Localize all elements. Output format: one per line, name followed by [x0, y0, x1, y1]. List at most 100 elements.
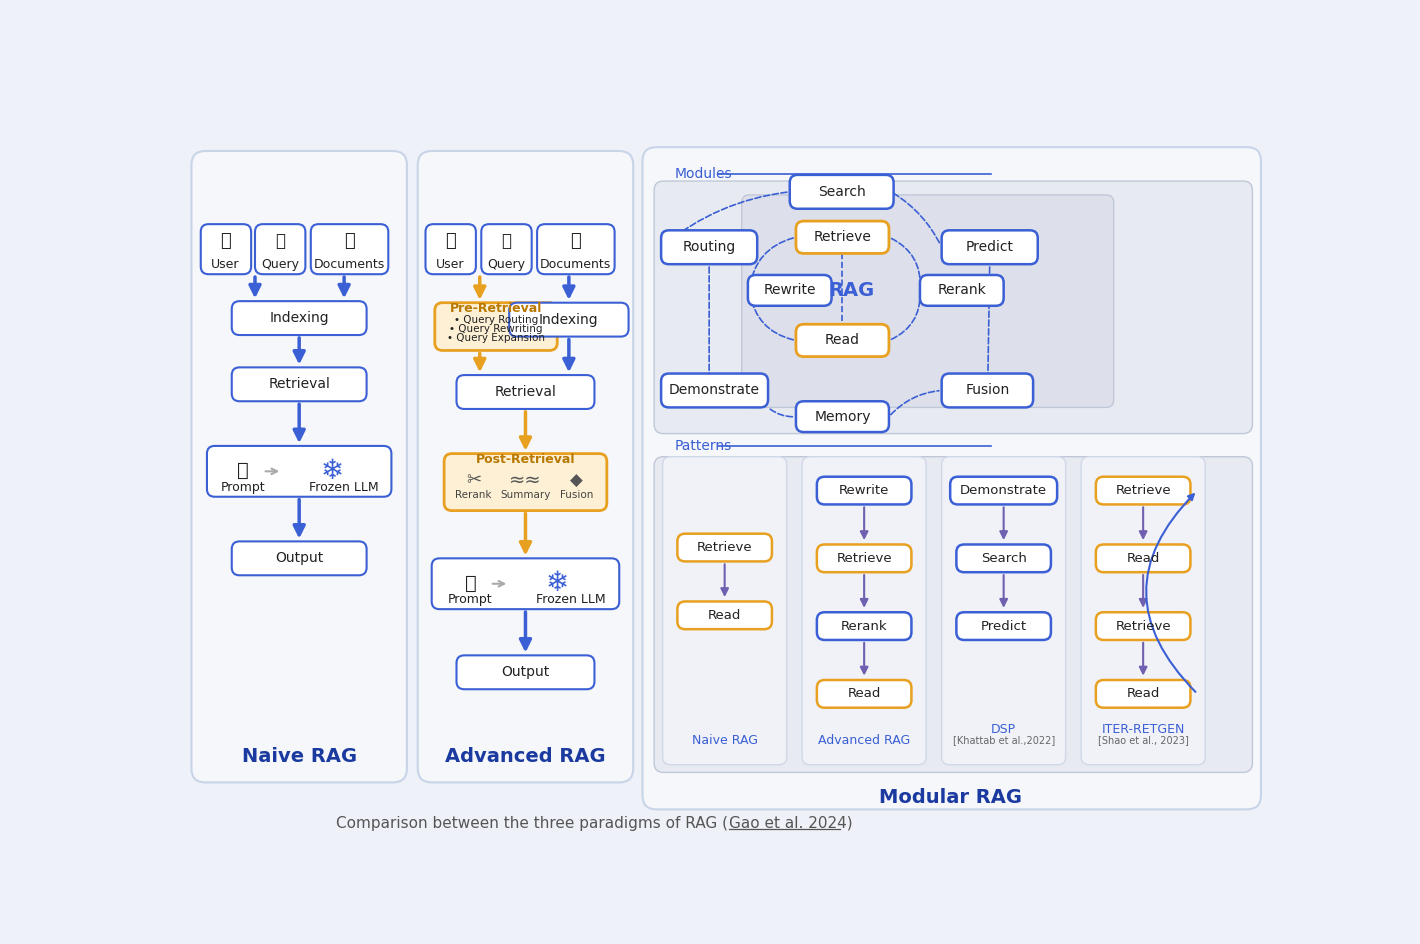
FancyBboxPatch shape [677, 601, 772, 630]
Text: Read: Read [1126, 552, 1160, 565]
Text: Advanced RAG: Advanced RAG [818, 733, 910, 747]
FancyBboxPatch shape [957, 545, 1051, 572]
Text: • Query Routing: • Query Routing [454, 314, 538, 325]
Text: User: User [436, 258, 464, 271]
FancyBboxPatch shape [941, 457, 1065, 765]
Text: User: User [212, 258, 240, 271]
Text: Retrieval: Retrieval [494, 385, 557, 399]
Text: Retrieve: Retrieve [814, 230, 872, 244]
Text: Demonstrate: Demonstrate [669, 383, 760, 397]
Text: ◆: ◆ [571, 472, 584, 490]
Text: Read: Read [848, 687, 880, 700]
Text: Predict: Predict [981, 619, 1027, 632]
FancyBboxPatch shape [677, 533, 772, 562]
Text: Post-Retrieval: Post-Retrieval [476, 453, 575, 466]
Text: 📄: 📄 [344, 232, 355, 250]
Text: Retrieve: Retrieve [1115, 619, 1172, 632]
FancyBboxPatch shape [950, 477, 1056, 504]
Text: Predict: Predict [966, 241, 1014, 254]
FancyBboxPatch shape [432, 558, 619, 609]
Text: ❄: ❄ [321, 457, 344, 484]
Text: Patterns: Patterns [674, 439, 733, 453]
Text: Frozen LLM: Frozen LLM [535, 594, 605, 606]
Text: Prompt: Prompt [222, 481, 266, 494]
Text: Search: Search [981, 552, 1027, 565]
FancyBboxPatch shape [1096, 680, 1190, 708]
FancyBboxPatch shape [231, 367, 366, 401]
Text: Query: Query [261, 258, 298, 271]
Text: Search: Search [818, 185, 866, 199]
FancyBboxPatch shape [920, 275, 1004, 306]
Text: • Query Expansion: • Query Expansion [447, 333, 545, 343]
Text: Documents: Documents [540, 258, 612, 271]
Text: 👤: 👤 [220, 232, 231, 250]
FancyBboxPatch shape [941, 374, 1034, 408]
FancyBboxPatch shape [426, 224, 476, 274]
FancyBboxPatch shape [748, 275, 832, 306]
FancyBboxPatch shape [797, 221, 889, 253]
Text: Documents: Documents [314, 258, 385, 271]
FancyBboxPatch shape [200, 224, 251, 274]
Text: Retrieve: Retrieve [697, 541, 753, 554]
Text: Fusion: Fusion [559, 490, 594, 500]
Text: Rerank: Rerank [937, 283, 985, 297]
Text: Rerank: Rerank [841, 619, 888, 632]
Text: • Query Rewriting: • Query Rewriting [449, 324, 542, 334]
Text: Pre-Retrieval: Pre-Retrieval [450, 302, 542, 315]
FancyBboxPatch shape [537, 224, 615, 274]
FancyBboxPatch shape [456, 655, 595, 689]
FancyBboxPatch shape [311, 224, 388, 274]
Text: Demonstrate: Demonstrate [960, 484, 1047, 497]
Text: [Shao et al., 2023]: [Shao et al., 2023] [1098, 735, 1189, 745]
FancyBboxPatch shape [207, 446, 392, 497]
FancyBboxPatch shape [510, 303, 629, 337]
Text: Modular RAG: Modular RAG [879, 787, 1022, 806]
Text: 📋: 📋 [501, 232, 511, 250]
Text: Advanced RAG: Advanced RAG [444, 748, 606, 767]
Text: Rewrite: Rewrite [839, 484, 889, 497]
Text: Memory: Memory [814, 410, 870, 424]
Text: Retrieve: Retrieve [836, 552, 892, 565]
Text: 📄: 📄 [571, 232, 581, 250]
Text: ❄: ❄ [545, 569, 569, 597]
Text: ITER-RETGEN: ITER-RETGEN [1102, 723, 1184, 735]
Text: 👤: 👤 [444, 232, 456, 250]
Text: Read: Read [825, 333, 861, 347]
Text: Naive RAG: Naive RAG [241, 748, 356, 767]
Text: 📋: 📋 [275, 232, 285, 250]
FancyBboxPatch shape [802, 457, 926, 765]
FancyBboxPatch shape [642, 147, 1261, 809]
Text: 📄: 📄 [464, 574, 476, 593]
FancyBboxPatch shape [797, 401, 889, 432]
Text: DSP: DSP [991, 723, 1017, 735]
Text: Comparison between the three paradigms of RAG (: Comparison between the three paradigms o… [335, 816, 728, 831]
FancyBboxPatch shape [816, 680, 912, 708]
Text: 📄: 📄 [237, 461, 250, 480]
FancyBboxPatch shape [231, 542, 366, 575]
FancyBboxPatch shape [816, 545, 912, 572]
FancyBboxPatch shape [456, 375, 595, 409]
Text: Indexing: Indexing [270, 312, 329, 325]
Text: Prompt: Prompt [449, 594, 493, 606]
FancyBboxPatch shape [417, 151, 633, 783]
FancyBboxPatch shape [655, 181, 1252, 433]
FancyBboxPatch shape [790, 175, 893, 209]
Text: Read: Read [1126, 687, 1160, 700]
Text: Naive RAG: Naive RAG [692, 733, 758, 747]
Text: Query: Query [487, 258, 525, 271]
Text: Output: Output [275, 551, 324, 565]
FancyBboxPatch shape [1096, 545, 1190, 572]
FancyBboxPatch shape [941, 230, 1038, 264]
FancyBboxPatch shape [816, 477, 912, 504]
FancyBboxPatch shape [663, 457, 787, 765]
FancyBboxPatch shape [662, 374, 768, 408]
Text: [Khattab et al.,2022]: [Khattab et al.,2022] [953, 735, 1055, 745]
Text: Rerank: Rerank [456, 490, 491, 500]
FancyBboxPatch shape [655, 457, 1252, 772]
FancyBboxPatch shape [1096, 613, 1190, 640]
FancyBboxPatch shape [192, 151, 408, 783]
Text: Output: Output [501, 666, 550, 680]
FancyBboxPatch shape [256, 224, 305, 274]
Text: Retrieve: Retrieve [1115, 484, 1172, 497]
Text: Indexing: Indexing [540, 312, 599, 327]
